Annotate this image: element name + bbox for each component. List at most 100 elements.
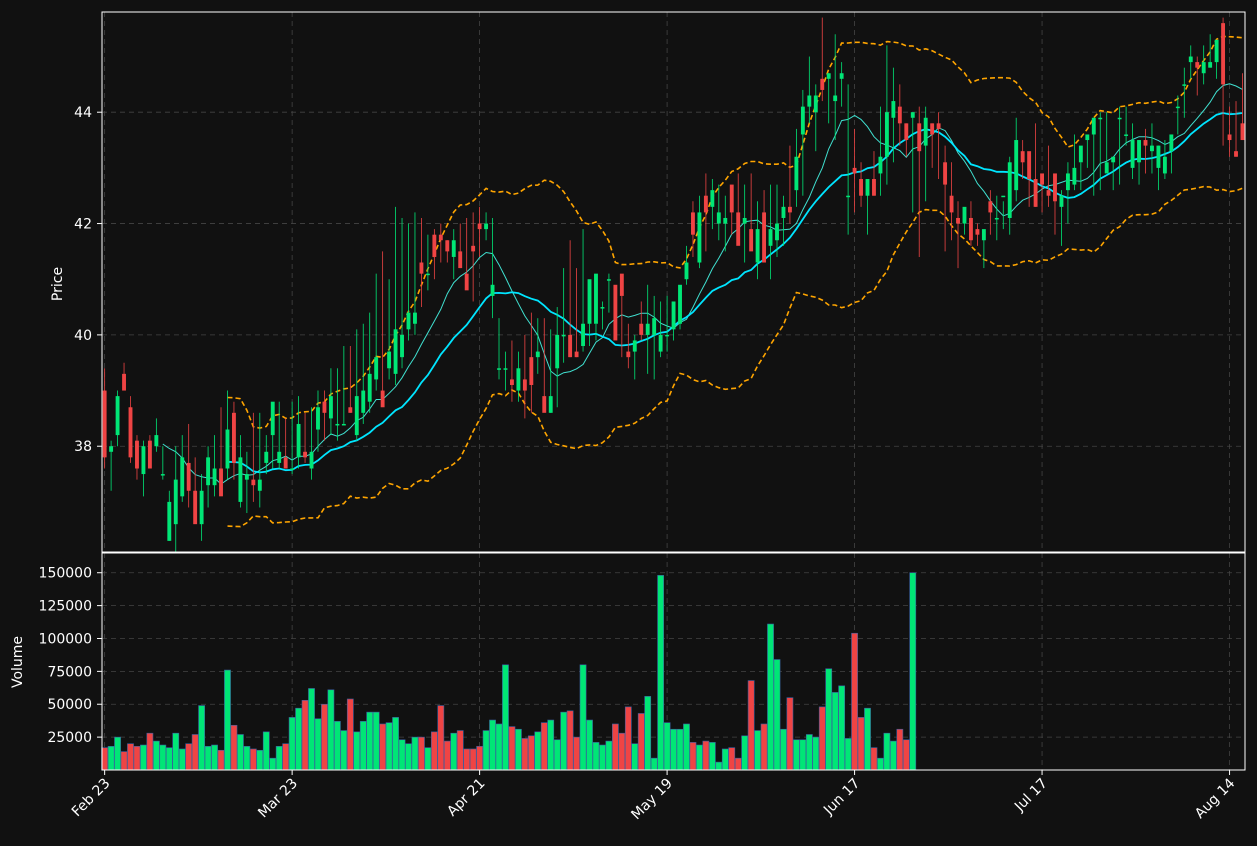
candle-body (199, 490, 204, 525)
candle-body (341, 423, 346, 426)
volume-bar (392, 717, 399, 771)
candle-body (981, 229, 986, 241)
price-tick-label: 44 (74, 105, 92, 121)
candle-body (361, 390, 366, 413)
volume-bar (708, 742, 716, 771)
candle-body (400, 334, 404, 358)
volume-bar (172, 732, 180, 771)
candle-body (969, 217, 973, 241)
volume-bar (896, 728, 904, 771)
candle-body (1175, 106, 1180, 109)
candle-body (891, 101, 896, 118)
x-tick-label: Aug 14 (1192, 775, 1238, 821)
volume-bar (767, 623, 774, 771)
candle-body (109, 446, 114, 452)
candle-body (309, 451, 314, 469)
candle-body (387, 351, 392, 369)
price-axis-label: Price (50, 267, 66, 301)
candle-body (956, 217, 960, 224)
candle-body (283, 457, 288, 469)
volume-bar (107, 746, 115, 771)
volume-bar (405, 743, 412, 771)
volume-tick-label: 100000 (39, 631, 92, 647)
volume-bar (670, 728, 677, 771)
volume-bar (605, 740, 613, 771)
candle-body (290, 468, 295, 470)
volume-bar (450, 732, 458, 771)
candle-body (1104, 162, 1109, 174)
sma-slow-line (227, 112, 1243, 474)
candle-body (1221, 23, 1226, 85)
volume-bar (870, 747, 878, 771)
candle-body (173, 479, 178, 525)
candle-body (1027, 151, 1032, 180)
volume-bar (799, 739, 807, 771)
candle-body (658, 334, 663, 352)
volume-bar (334, 721, 341, 771)
volume-bar (346, 698, 354, 771)
volume-bar (353, 731, 361, 771)
x-tick-label: Jun 17 (820, 776, 863, 819)
candle-body (135, 440, 139, 469)
candle-body (335, 423, 340, 426)
volume-bar (793, 739, 800, 771)
candle-body (1085, 134, 1090, 141)
candle-body (1065, 173, 1070, 191)
panel-frames (101, 11, 1246, 771)
candle-body (354, 396, 359, 436)
candle-body (1188, 56, 1193, 63)
volume-bar (366, 711, 374, 771)
candle-body (587, 279, 592, 324)
candle-body (826, 73, 831, 79)
price-tick-label: 42 (74, 217, 92, 233)
bollinger-upper-line (227, 35, 1243, 429)
volume-bar (780, 728, 787, 771)
volume-bar (437, 705, 445, 771)
volume-bar (734, 757, 742, 771)
candle-body (1014, 140, 1019, 191)
volume-bar (308, 688, 315, 771)
volume-bar (676, 728, 684, 771)
candle-body (645, 323, 650, 335)
volume-bar (721, 748, 729, 771)
volume-bar (812, 736, 820, 771)
candle-body (219, 468, 223, 497)
candle-body (1033, 179, 1038, 207)
volume-axis-label: Volume (10, 636, 26, 688)
candle-body (348, 407, 353, 413)
x-tick-label: Jul 17 (1011, 776, 1051, 816)
volume-tick-label: 75000 (47, 664, 92, 680)
candle-body (322, 401, 327, 413)
volume-bar (637, 713, 645, 771)
volume-bar (495, 723, 503, 771)
price-y-ticks: 38 40 42 44 (74, 105, 102, 455)
volume-bar (120, 751, 128, 771)
volume-tick-label: 50000 (47, 697, 92, 713)
volume-bar (715, 761, 723, 771)
candle-body (975, 229, 980, 235)
bollinger-lower-line (227, 185, 1243, 528)
candle-body (451, 240, 456, 257)
candle-body (652, 318, 657, 335)
candle-body (1059, 195, 1064, 207)
candle-body (1091, 117, 1096, 135)
x-tick-label: Mar 23 (255, 776, 301, 822)
candle-body (1195, 62, 1200, 68)
candle-body (710, 190, 715, 207)
candle-body (684, 262, 689, 280)
candle-body (594, 273, 598, 324)
candle-body (807, 95, 812, 107)
volume-bar (579, 664, 587, 771)
volume-bar (140, 744, 147, 771)
candle-body (923, 117, 928, 146)
candle-body (122, 373, 126, 391)
candle-body (406, 312, 411, 330)
volume-bar (295, 707, 302, 771)
candle-body (244, 474, 249, 480)
volume-bar (644, 696, 652, 771)
volume-bar (269, 757, 277, 771)
candle-body (839, 73, 844, 79)
volume-bar (624, 706, 632, 771)
candle-body (930, 123, 935, 135)
